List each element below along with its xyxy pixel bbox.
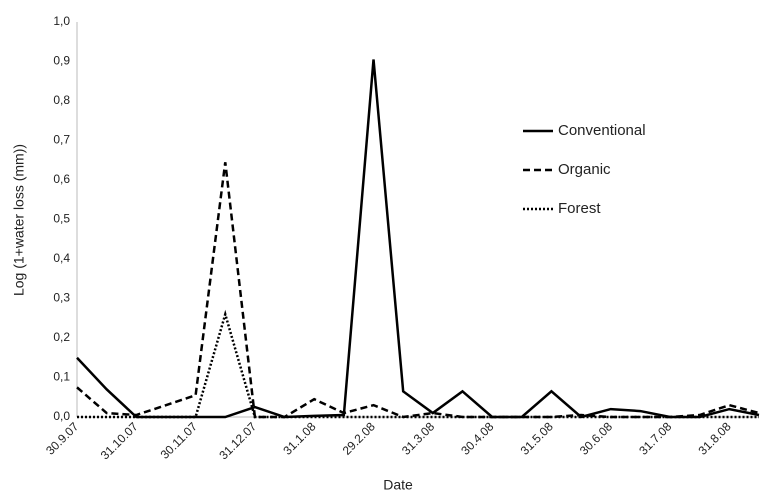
- y-tick-label: 0,9: [53, 54, 70, 68]
- y-tick-label: 0,6: [53, 172, 70, 186]
- y-tick-label: 0,8: [53, 93, 70, 107]
- x-tick-label: 30.9.07: [43, 419, 81, 457]
- x-tick-label: 31.1.08: [280, 419, 318, 457]
- y-tick-label: 0,2: [53, 330, 70, 344]
- x-tick-label: 31.3.08: [399, 419, 437, 457]
- x-axis-title: Date: [383, 477, 413, 493]
- x-tick-label: 31.5.08: [518, 419, 556, 457]
- y-axis-title: Log (1+water loss (mm)): [11, 144, 27, 296]
- y-tick-label: 0,5: [53, 212, 70, 226]
- y-tick-label: 0,1: [53, 370, 70, 384]
- x-tick-label: 31.10.07: [98, 419, 141, 462]
- x-tick-label: 30.11.07: [158, 419, 201, 462]
- y-tick-label: 0,4: [53, 251, 70, 265]
- series-line: [76, 162, 760, 419]
- x-tick-label: 31.12.07: [216, 419, 259, 462]
- series-line: [77, 309, 759, 419]
- y-tick-label: 1,0: [53, 14, 70, 28]
- legend-label: Conventional: [558, 122, 646, 139]
- y-tick-label: 0,0: [53, 409, 70, 423]
- x-tick-label: 31.8.08: [695, 419, 733, 457]
- x-tick-label: 29.2.08: [340, 419, 378, 457]
- legend-label: Organic: [558, 161, 611, 178]
- x-tick-label: 30.6.08: [577, 419, 615, 457]
- legend-label: Forest: [558, 200, 601, 217]
- x-tick-label: 31.7.08: [636, 419, 674, 457]
- series-line: [76, 59, 760, 419]
- y-tick-label: 0,7: [53, 133, 70, 147]
- x-tick-label: 30.4.08: [458, 419, 496, 457]
- y-tick-label: 0,3: [53, 291, 70, 305]
